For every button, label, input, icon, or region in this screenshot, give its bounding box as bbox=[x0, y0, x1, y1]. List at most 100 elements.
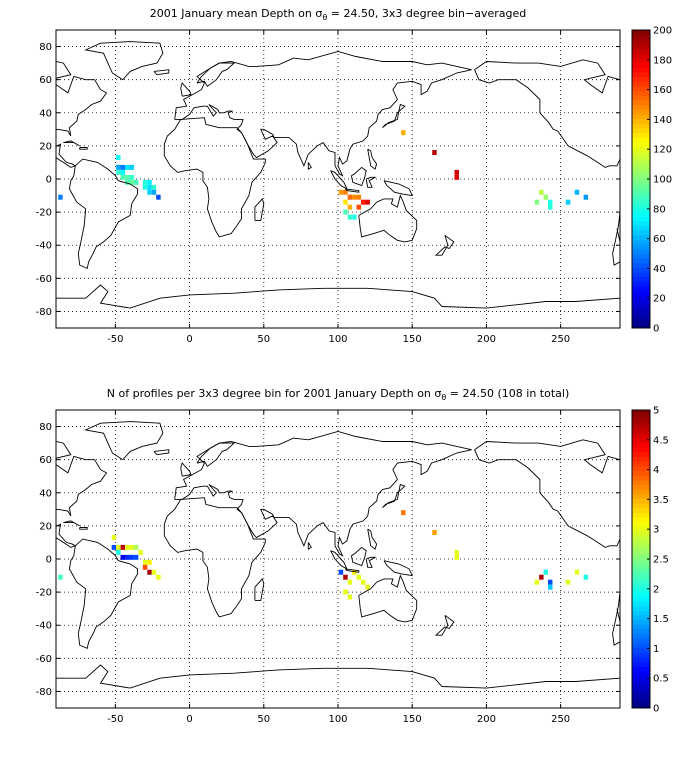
depth-map-plot: -50 0 50 100 150 200 250806040200-20-40-60-800… bbox=[36, 26, 672, 346]
colorbar-segment bbox=[632, 591, 650, 597]
colorbar-tick-label: 5 bbox=[653, 406, 659, 417]
colorbar-segment bbox=[632, 419, 650, 425]
colorbar-segment bbox=[632, 475, 650, 481]
data-cell bbox=[147, 559, 152, 565]
colorbar-segment bbox=[632, 57, 650, 64]
colorbar-tick-label: 2.5 bbox=[653, 555, 669, 566]
data-cell bbox=[151, 189, 157, 195]
data-cell bbox=[147, 569, 152, 575]
coastline bbox=[56, 284, 620, 309]
colorbar-segment bbox=[632, 577, 650, 583]
data-cell bbox=[361, 199, 366, 205]
data-cell bbox=[583, 194, 589, 200]
y-tick-label: -80 bbox=[36, 307, 52, 318]
colorbar-segment bbox=[632, 300, 650, 306]
y-tick-label: 0 bbox=[46, 175, 52, 186]
data-cell bbox=[454, 549, 459, 555]
y-tick-label: 40 bbox=[39, 108, 52, 119]
colorbar-segment bbox=[632, 225, 650, 231]
colorbar-segment bbox=[632, 610, 650, 616]
colorbar-segment bbox=[632, 447, 650, 453]
colorbar bbox=[631, 29, 651, 329]
x-tick-label: 150 bbox=[403, 714, 422, 725]
colorbar-segment bbox=[632, 526, 650, 532]
colorbar-segment bbox=[632, 230, 650, 236]
colorbar-tick-label: 180 bbox=[653, 55, 672, 66]
colorbar-segment bbox=[632, 39, 650, 45]
coastline bbox=[163, 497, 266, 618]
colorbar-segment bbox=[632, 179, 650, 185]
coastline bbox=[56, 664, 620, 689]
colorbar-segment bbox=[632, 531, 650, 537]
y-tick-label: -40 bbox=[36, 241, 52, 252]
data-cell bbox=[539, 574, 544, 580]
y-tick-label: 80 bbox=[39, 422, 52, 433]
data-cell bbox=[142, 179, 148, 185]
colorbar-segment bbox=[632, 479, 650, 485]
data-cell bbox=[111, 544, 117, 550]
data-cell bbox=[129, 544, 134, 550]
data-cell bbox=[142, 184, 148, 190]
title-text: 2001 January mean Depth on σ bbox=[149, 7, 323, 20]
colorbar-segment bbox=[632, 323, 650, 329]
colorbar-tick-label: 100 bbox=[653, 175, 672, 186]
data-cell bbox=[432, 150, 437, 155]
data-cell bbox=[454, 174, 459, 180]
x-tick-label: 200 bbox=[477, 714, 496, 725]
coastline bbox=[79, 147, 88, 150]
colorbar-segment bbox=[632, 295, 650, 301]
colorbar-segment bbox=[632, 535, 650, 541]
colorbar-segment bbox=[632, 160, 650, 166]
colorbar-tick-label: 1.5 bbox=[653, 614, 669, 625]
colorbar-segment bbox=[632, 493, 650, 499]
data-cell bbox=[147, 179, 152, 185]
colorbar-segment bbox=[632, 30, 650, 36]
data-cell bbox=[343, 189, 348, 195]
data-cells bbox=[58, 130, 589, 220]
coastline bbox=[358, 574, 418, 623]
colorbar-segment bbox=[632, 680, 650, 686]
colorbar-segment bbox=[632, 596, 650, 602]
colorbar-segment bbox=[632, 549, 650, 555]
colorbar-segment bbox=[632, 666, 650, 672]
coastline bbox=[307, 162, 312, 170]
data-cell bbox=[138, 549, 143, 555]
coastline bbox=[68, 158, 139, 270]
colorbar-tick-label: 1 bbox=[653, 644, 659, 655]
x-tick-label: 250 bbox=[551, 714, 570, 725]
data-cell bbox=[347, 204, 353, 210]
data-cell bbox=[125, 164, 130, 170]
coastline bbox=[153, 449, 170, 456]
data-cell bbox=[125, 544, 130, 550]
data-cell bbox=[543, 569, 549, 575]
colorbar-segment bbox=[632, 503, 650, 509]
colorbar-segment bbox=[632, 118, 650, 124]
data-cell bbox=[120, 554, 126, 560]
data-cell bbox=[365, 199, 370, 205]
data-cell bbox=[343, 199, 348, 205]
colorbar-segment bbox=[632, 461, 650, 467]
x-tick-label: 0 bbox=[186, 714, 192, 725]
data-cells bbox=[58, 510, 589, 600]
coastline bbox=[307, 542, 312, 550]
data-cell bbox=[454, 169, 459, 175]
colorbar-segment bbox=[632, 314, 650, 320]
colorbar-segment bbox=[632, 165, 650, 171]
coastline bbox=[474, 59, 620, 94]
colorbar-segment bbox=[632, 433, 650, 439]
data-cell bbox=[120, 544, 126, 550]
data-cell bbox=[347, 194, 353, 200]
colorbar-segment bbox=[632, 244, 650, 250]
y-tick-label: 80 bbox=[39, 42, 52, 53]
colorbar-segment bbox=[632, 540, 650, 546]
colorbar-segment bbox=[632, 582, 650, 588]
x-tick-label: -50 bbox=[107, 714, 123, 725]
colorbar-segment bbox=[632, 703, 650, 709]
colorbar-tick-label: 0.5 bbox=[653, 674, 669, 685]
data-cell bbox=[534, 579, 540, 585]
colorbar-segment bbox=[632, 633, 650, 639]
colorbar-segment bbox=[632, 568, 650, 574]
colorbar-segment bbox=[632, 656, 650, 662]
coastline bbox=[474, 439, 620, 474]
grid-lines bbox=[56, 30, 620, 328]
